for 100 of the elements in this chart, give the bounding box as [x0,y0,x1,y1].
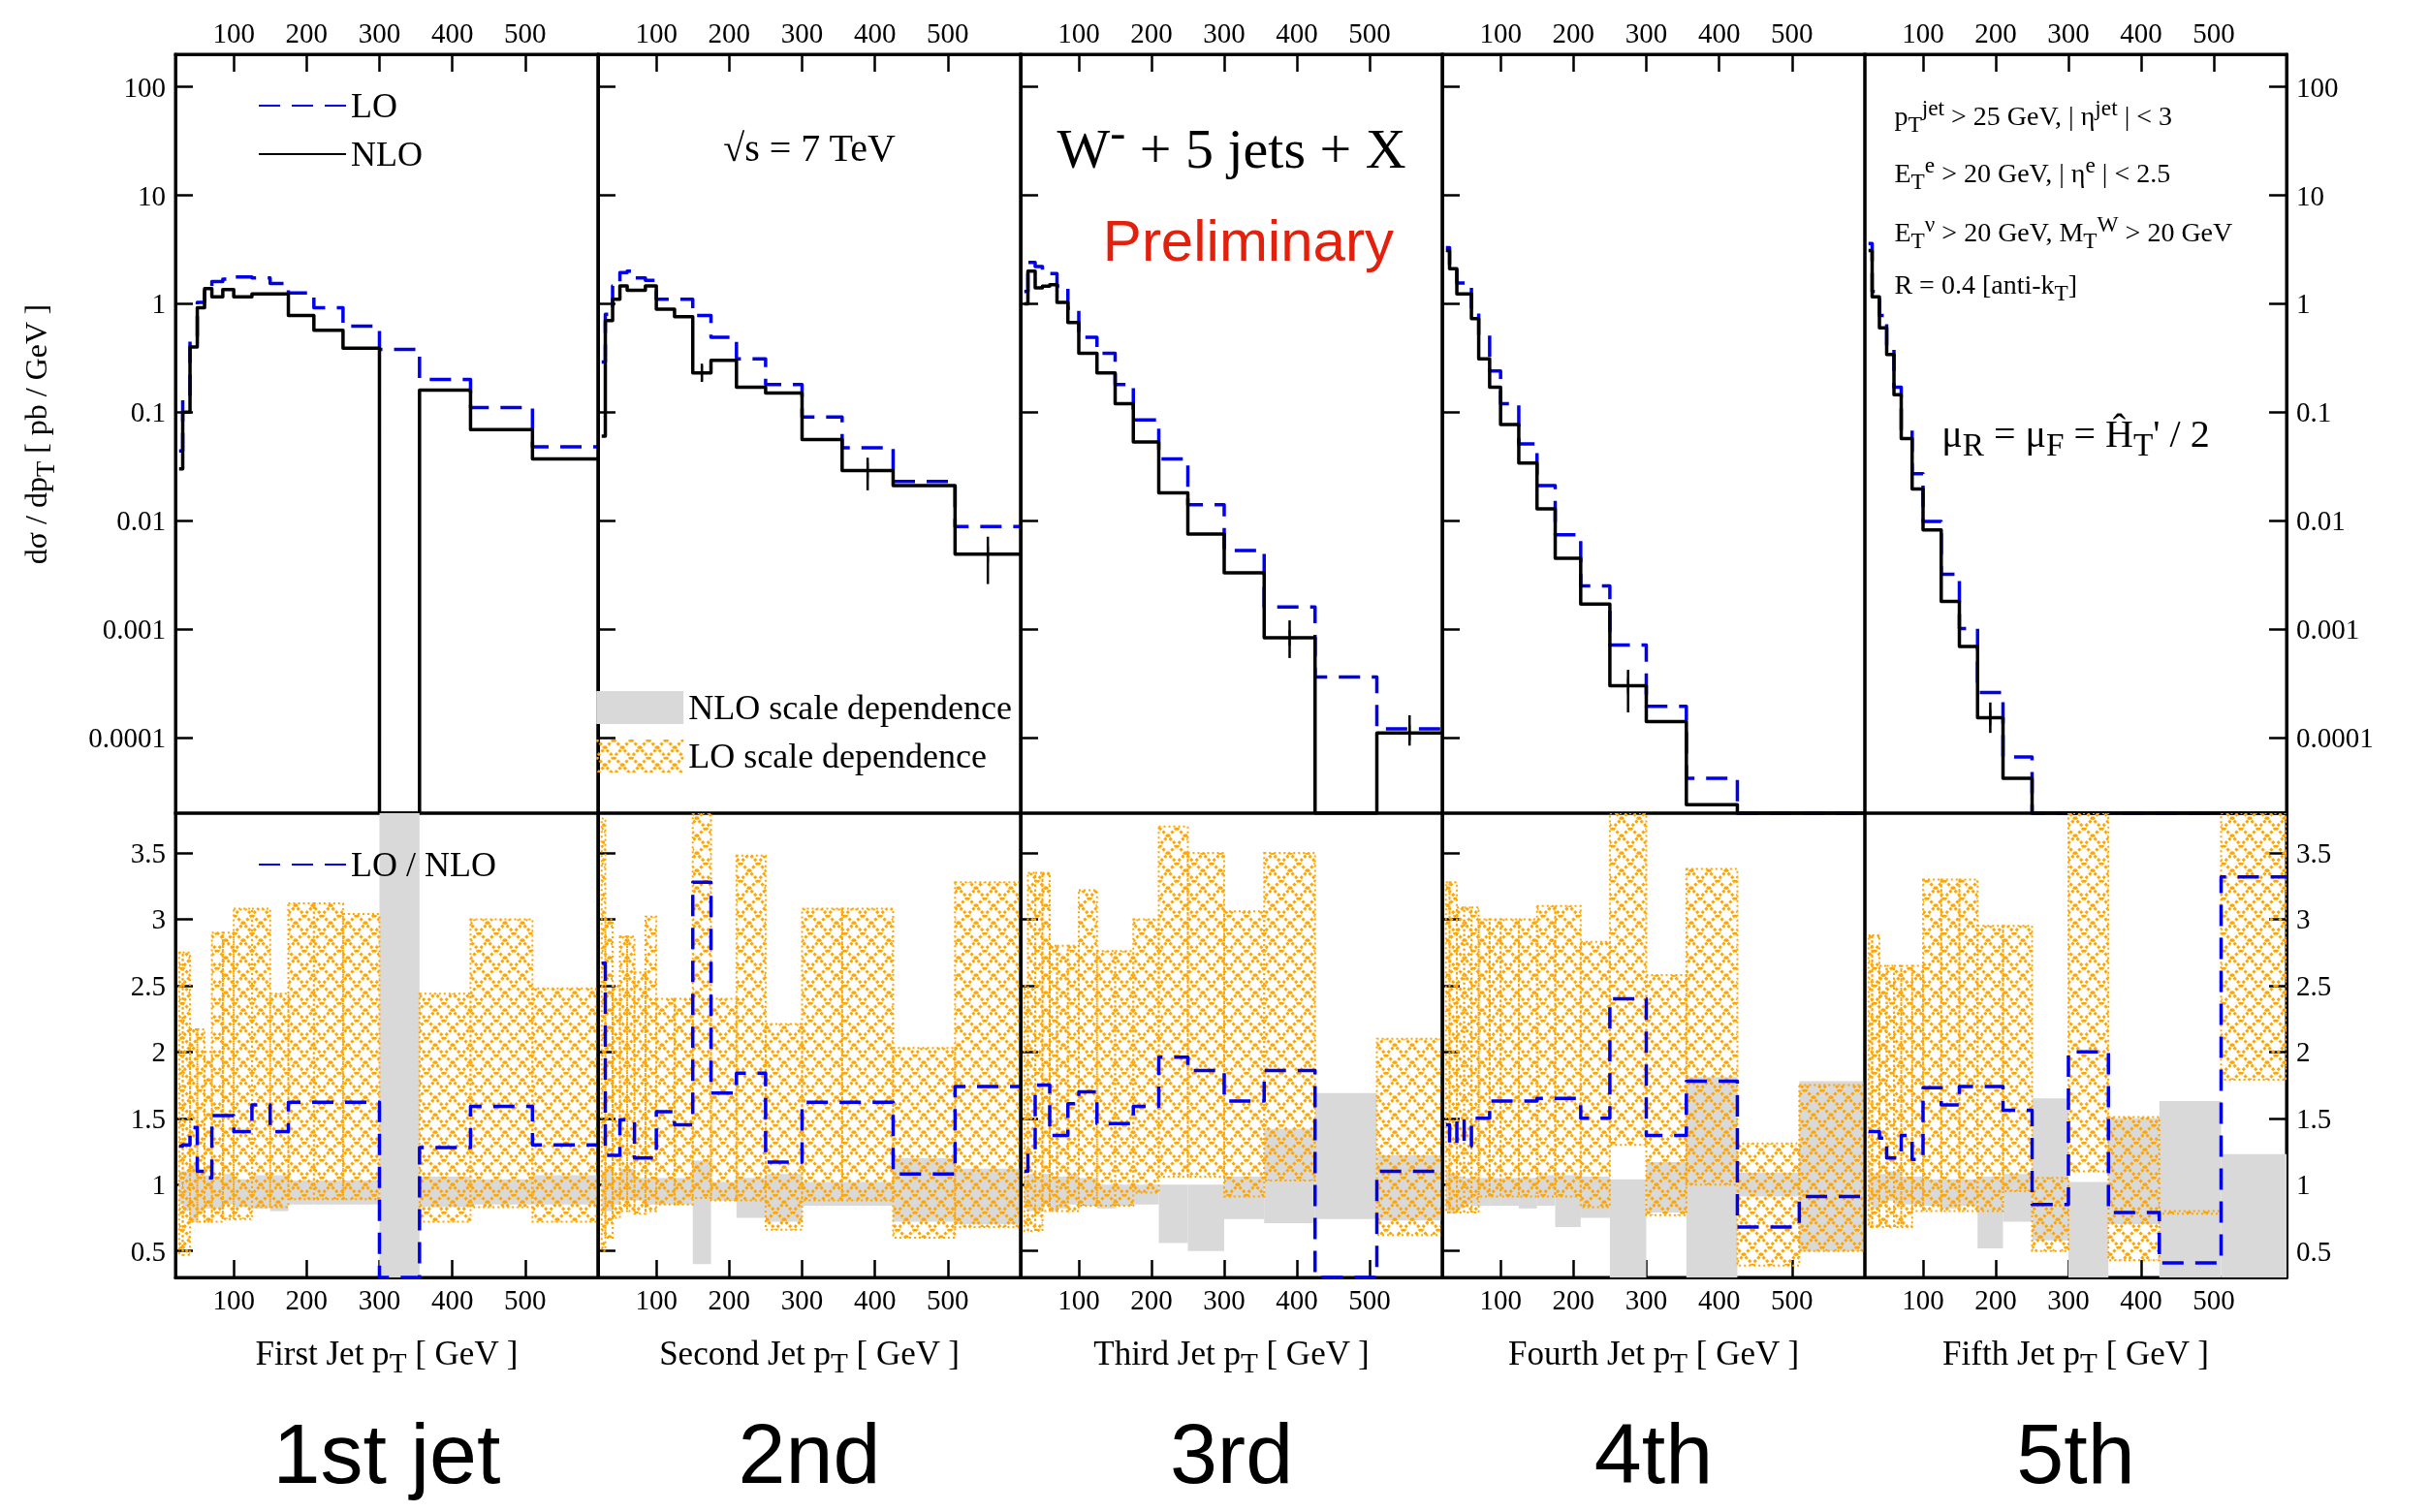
x-axis-title: Fifth Jet p$_{T}$ [ GeV ] [1942,1335,2209,1379]
y-tick-label: 1.5 [2296,1102,2332,1134]
y-tick-label: 2 [151,1036,166,1068]
x-tick-label: 300 [2047,1283,2090,1315]
y-tick-label: 3.5 [130,837,166,869]
text: 3rd [1169,1404,1294,1503]
y-tick-label: 3 [151,903,166,935]
x-tick-label: 300 [358,1283,401,1315]
x-tick-label: 200 [708,1283,751,1315]
y-tick-label: 0.0001 [2296,721,2374,753]
x-tick-label: 300 [1625,1283,1668,1315]
x-tick-label: 100 [212,16,255,48]
x-tick-label: 500 [504,16,547,48]
x-tick-label: 400 [1276,1283,1318,1315]
y-tick-label: 10 [2296,179,2324,211]
legend-label: LO / NLO [351,845,496,884]
x-tick-label: 500 [2192,16,2235,48]
x-tick-label: 100 [1057,1283,1100,1315]
x-tick-label: 100 [635,16,678,48]
x-tick-label: 100 [1057,16,1100,48]
x-tick-label: 400 [2120,1283,2162,1315]
x-tick-label: 200 [1974,16,2017,48]
x-tick-label: 300 [780,1283,824,1315]
x-tick-label: 300 [2047,16,2090,48]
y-tick-label: 1 [2296,288,2311,320]
x-tick-label: 100 [635,1283,678,1315]
y-tick-label: 2 [2296,1036,2311,1068]
x-tick-label: 100 [1479,16,1522,48]
y-tick-label: 3.5 [2296,837,2332,869]
y-tick-label: 100 [123,71,166,103]
y-tick-label: 0.5 [2296,1235,2332,1267]
y-tick-label: 0.5 [130,1235,166,1267]
x-tick-label: 200 [1130,1283,1173,1315]
y-tick-label: 0.1 [130,396,166,428]
x-tick-label: 300 [1203,16,1246,48]
text: 1st jet [272,1404,501,1503]
x-tick-label: 300 [1203,1283,1246,1315]
y-tick-label: 1.5 [130,1102,166,1134]
annotation: E$_{T}$$^{ν}$ > 20 GeV, M$_{T}$$^{W}$ > 20 GeV [1894,211,2233,254]
y-tick-label: 1 [151,288,166,320]
y-tick-label: 0.001 [102,613,166,645]
y-tick-label: 3 [2296,903,2311,935]
text: 4th [1593,1404,1714,1503]
y-tick-label: 0.01 [116,505,166,537]
legend-label: NLO [351,135,423,173]
x-tick-label: 400 [430,1283,474,1315]
text: 2nd [738,1404,881,1503]
annotation: Preliminary [1102,206,1394,274]
x-tick-label: 200 [1552,1283,1595,1315]
y-tick-label: 0.1 [2296,396,2332,428]
annotation: μ$_{R}$ = μ$_{F}$ = Ĥ$_{T}$' / 2 [1941,411,2210,463]
y-tick-label: 2.5 [130,969,166,1001]
x-tick-label: 400 [430,16,474,48]
x-axis-title: First Jet p$_{T}$ [ GeV ] [255,1335,519,1379]
x-tick-label: 500 [504,1283,547,1315]
x-tick-label: 400 [1697,16,1741,48]
annotation: √s = 7 TeV [723,124,896,171]
x-axis-title: Second Jet p$_{T}$ [ GeV ] [659,1335,960,1379]
x-tick-label: 400 [2120,16,2162,48]
x-axis-title: Third Jet p$_{T}$ [ GeV ] [1093,1335,1370,1379]
x-tick-label: 500 [1348,1283,1391,1315]
x-tick-label: 500 [927,16,969,48]
x-tick-label: 500 [1348,16,1391,48]
x-tick-label: 400 [1697,1283,1741,1315]
annotation: E$_{T}$$^{e}$ > 20 GeV, | η$^{e}$ | < 2.5 [1894,152,2171,195]
annotation: R = 0.4 [anti-k$_{T}$] [1894,269,2078,306]
x-tick-label: 200 [285,16,329,48]
x-tick-label: 300 [1625,16,1668,48]
y-tick-label: 10 [138,179,166,211]
legend-label: NLO scale dependence [688,688,1012,727]
x-tick-label: 100 [1902,1283,1944,1315]
annotation: W$^{-}$ + 5 jets + X [1057,105,1406,182]
x-tick-label: 500 [2192,1283,2235,1315]
x-tick-label: 200 [1974,1283,2017,1315]
legend-label: LO [351,86,397,125]
y-tick-label: 1 [2296,1169,2311,1201]
x-tick-label: 400 [1276,16,1318,48]
x-tick-label: 300 [780,16,824,48]
x-tick-label: 200 [1130,16,1173,48]
y-tick-label: 0.0001 [88,721,166,753]
y-tick-label: 1 [151,1169,166,1201]
y-tick-label: 0.01 [2296,505,2346,537]
x-tick-label: 500 [1771,16,1814,48]
annotation: p$_{T}$$^{jet}$ > 25 GeV, | η$^{jet}$ | < 3 [1894,95,2173,138]
x-tick-label: 200 [285,1283,329,1315]
x-tick-label: 400 [853,1283,897,1315]
legend-label: LO scale dependence [688,737,987,775]
x-tick-label: 500 [927,1283,969,1315]
x-tick-label: 100 [1479,1283,1522,1315]
x-axis-title: Fourth Jet p$_{T}$ [ GeV ] [1507,1335,1800,1379]
y-tick-label: 100 [2296,71,2339,103]
x-tick-label: 100 [212,1283,255,1315]
x-tick-label: 200 [708,16,751,48]
x-tick-label: 300 [358,16,401,48]
x-tick-label: 200 [1552,16,1595,48]
x-tick-label: 400 [853,16,897,48]
y-tick-label: 2.5 [2296,969,2332,1001]
y-tick-label: 0.001 [2296,613,2360,645]
text: 5th [2016,1404,2135,1503]
x-tick-label: 100 [1902,16,1944,48]
